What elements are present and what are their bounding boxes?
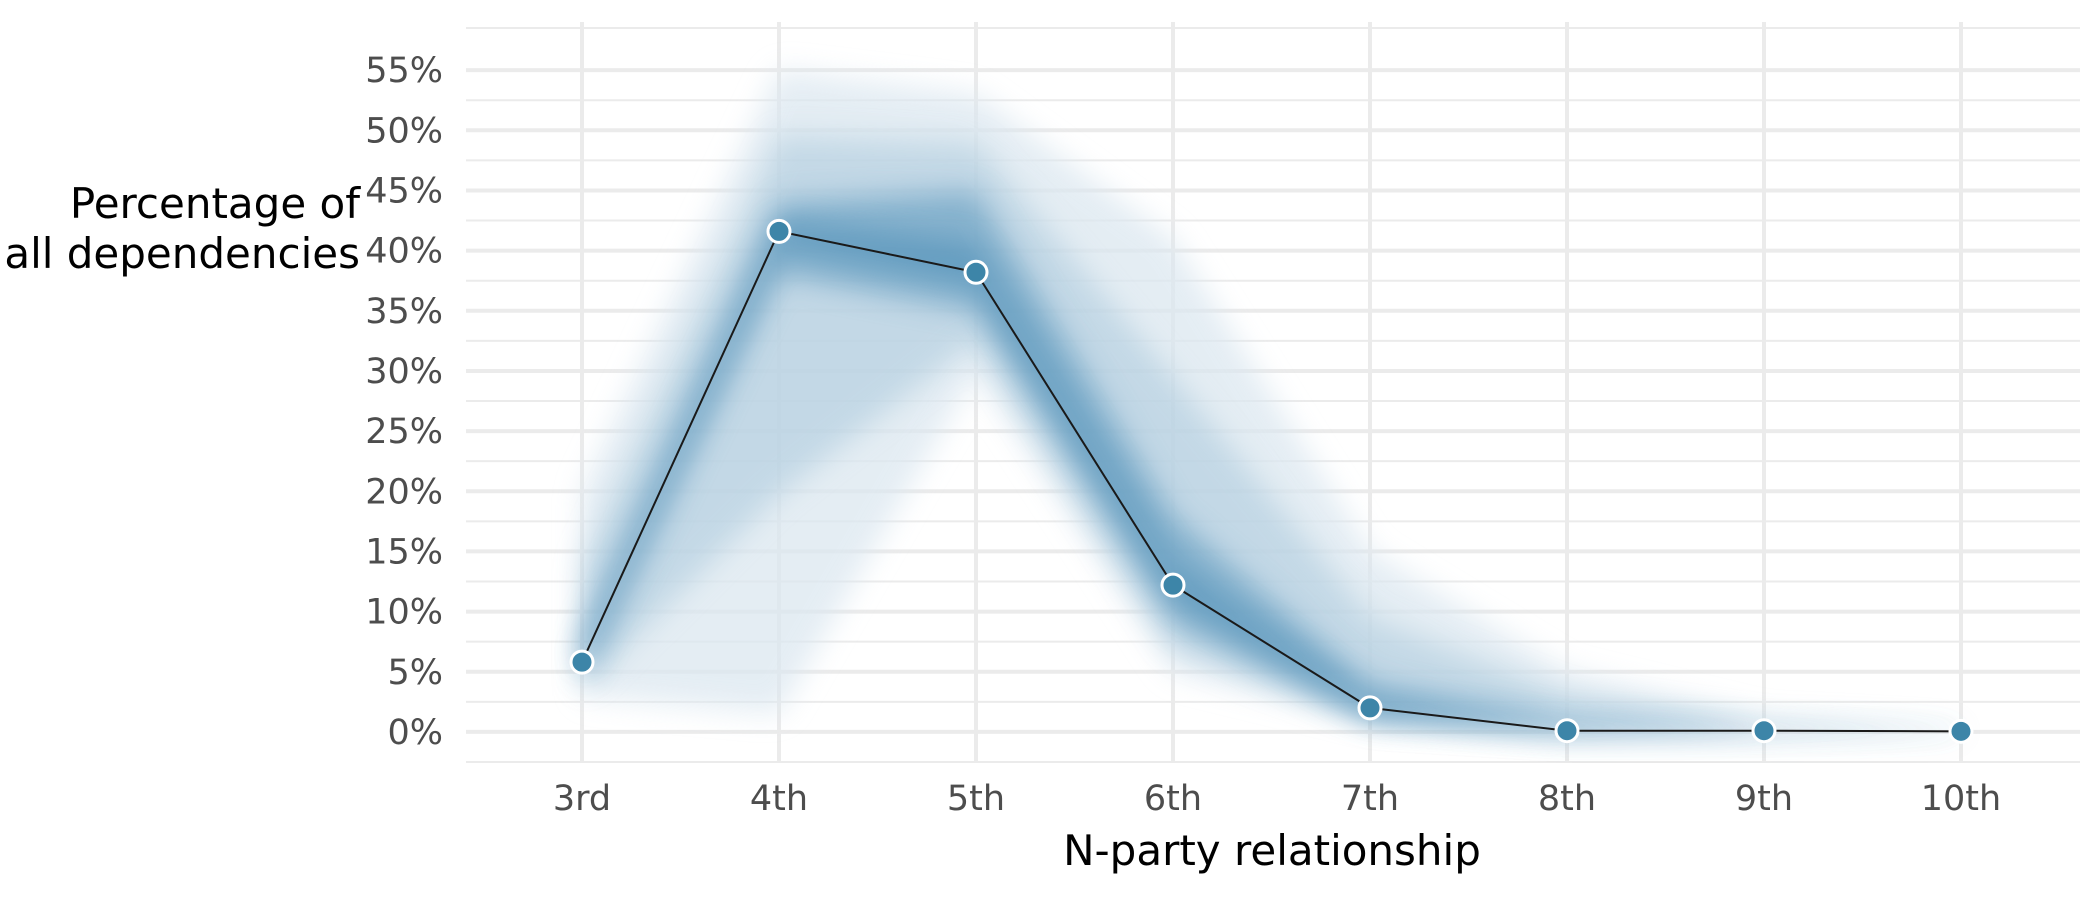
x-tick-labels: 3rd 4th 5th 6th 7th 8th 9th 10th	[553, 779, 2001, 819]
x-tick-label: 10th	[1921, 779, 2001, 819]
x-tick-label: 4th	[750, 779, 808, 819]
series-line-layer	[581, 230, 1962, 733]
y-tick-label: 45%	[365, 171, 443, 211]
x-tick-label: 3rd	[553, 779, 611, 819]
data-point	[1554, 718, 1580, 744]
x-tick-label: 6th	[1144, 779, 1202, 819]
y-tick-label: 35%	[365, 292, 443, 332]
data-point	[1948, 718, 1974, 744]
y-tick-label: 0%	[387, 713, 443, 753]
y-tick-label: 50%	[365, 111, 443, 151]
data-point	[569, 649, 595, 675]
uncertainty-bands	[582, 70, 1961, 732]
band-inner	[582, 190, 1961, 732]
x-axis-title: N-party relationship	[1063, 826, 1481, 875]
data-point	[1357, 695, 1383, 721]
y-tick-label: 40%	[365, 232, 443, 272]
x-tick-label: 5th	[947, 779, 1005, 819]
y-tick-label: 10%	[365, 593, 443, 633]
data-point	[1751, 718, 1777, 744]
series-line	[581, 230, 1962, 733]
data-point	[766, 218, 792, 244]
y-tick-label: 55%	[365, 51, 443, 91]
x-tick-label: 7th	[1341, 779, 1399, 819]
y-tick-label: 5%	[387, 653, 443, 693]
y-axis-title-line1: Percentage of	[70, 179, 361, 228]
y-tick-labels: 0% 5% 10% 15% 20% 25% 30% 35% 40% 45% 50% 55%	[365, 51, 443, 753]
data-point	[963, 259, 989, 285]
x-tick-label: 8th	[1538, 779, 1596, 819]
y-tick-label: 25%	[365, 412, 443, 452]
y-tick-label: 20%	[365, 472, 443, 512]
data-points	[569, 218, 1974, 744]
x-tick-label: 9th	[1735, 779, 1793, 819]
y-axis-title-line2: all dependencies	[4, 229, 360, 278]
y-tick-label: 30%	[365, 352, 443, 392]
data-point	[1160, 572, 1186, 598]
y-tick-label: 15%	[365, 532, 443, 572]
